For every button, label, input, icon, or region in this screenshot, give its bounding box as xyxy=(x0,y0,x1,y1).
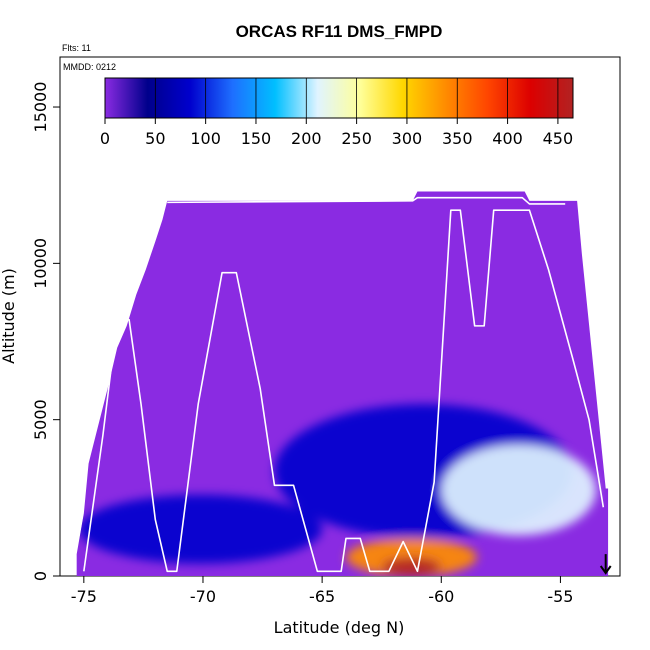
marker-arrow-head xyxy=(599,565,612,575)
x-tick-label: -75 xyxy=(71,587,97,606)
x-tick-label: -55 xyxy=(547,587,573,606)
heatmap-feature-5 xyxy=(381,557,442,576)
flight-track-line xyxy=(83,209,605,573)
y-tick-label: 0 xyxy=(31,571,50,581)
x-axis: -75 -70 -65 -60 -55 xyxy=(71,576,573,606)
colorbar-tick-label: 300 xyxy=(392,129,423,148)
heatmap-field xyxy=(76,191,609,576)
date-annotation: MMDD: 0212 xyxy=(63,62,116,72)
x-tick-label: -60 xyxy=(428,587,454,606)
x-axis-label: Latitude (deg N) xyxy=(274,618,405,637)
colorbar-tick-label: 150 xyxy=(241,129,272,148)
colorbar-tick-label: 0 xyxy=(100,129,110,148)
colorbar-tick-label: 450 xyxy=(543,129,574,148)
y-tick-label: 10000 xyxy=(31,238,50,289)
colorbar-tick-label: 50 xyxy=(145,129,165,148)
flight-track xyxy=(83,196,612,575)
chart-title: ORCAS RF11 DMS_FMPD xyxy=(236,22,443,41)
heatmap-feature-3 xyxy=(441,444,597,536)
y-tick-label: 5000 xyxy=(31,399,50,440)
colorbar-tick-label: 350 xyxy=(442,129,473,148)
flights-annotation: Flts: 11 xyxy=(62,43,91,53)
y-axis-label: Altitude (m) xyxy=(0,268,18,364)
heatmap-gradient-group xyxy=(79,404,597,576)
colorbar-tick-label: 250 xyxy=(341,129,372,148)
x-tick-label: -65 xyxy=(309,587,335,606)
colorbar-gradient xyxy=(104,77,574,119)
colorbar: 0 50 100 150 200 250 300 350 400 450 xyxy=(100,77,574,148)
flight-track-upper-line xyxy=(167,196,566,205)
colorbar-tick-label: 100 xyxy=(190,129,221,148)
colorbar-tick-label: 200 xyxy=(291,129,322,148)
y-tick-label: 15000 xyxy=(31,82,50,133)
x-tick-label: -70 xyxy=(190,587,216,606)
colorbar-tick-label: 400 xyxy=(492,129,523,148)
heatmap-feature-1 xyxy=(79,494,323,564)
y-axis: 0 5000 10000 15000 xyxy=(31,82,60,581)
